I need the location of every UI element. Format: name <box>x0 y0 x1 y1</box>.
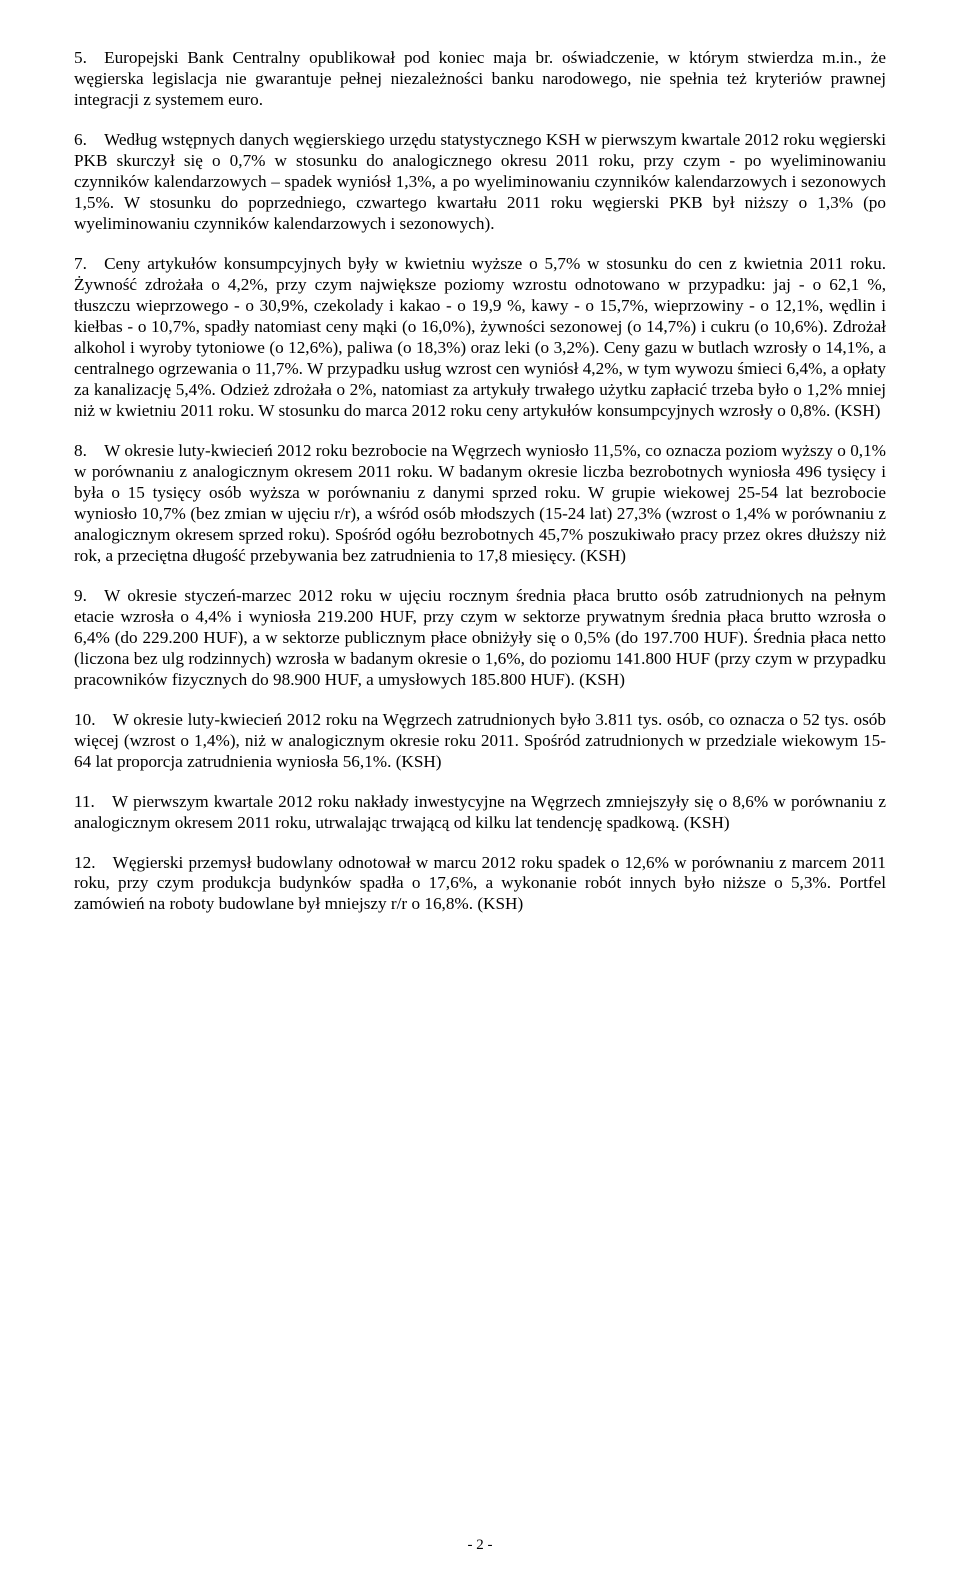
paragraph-9: 9. W okresie styczeń-marzec 2012 roku w … <box>74 586 886 691</box>
paragraph-12: 12. Węgierski przemysł budowlany odnotow… <box>74 853 886 916</box>
paragraph-5: 5. Europejski Bank Centralny opublikował… <box>74 48 886 111</box>
document-page: 5. Europejski Bank Centralny opublikował… <box>0 0 960 1582</box>
paragraph-7: 7. Ceny artykułów konsumpcyjnych były w … <box>74 254 886 422</box>
paragraph-10: 10. W okresie luty-kwiecień 2012 roku na… <box>74 710 886 773</box>
paragraph-11: 11. W pierwszym kwartale 2012 roku nakła… <box>74 792 886 834</box>
paragraph-6: 6. Według wstępnych danych węgierskiego … <box>74 130 886 235</box>
paragraph-8: 8. W okresie luty-kwiecień 2012 roku bez… <box>74 441 886 567</box>
page-number-footer: - 2 - <box>0 1537 960 1554</box>
